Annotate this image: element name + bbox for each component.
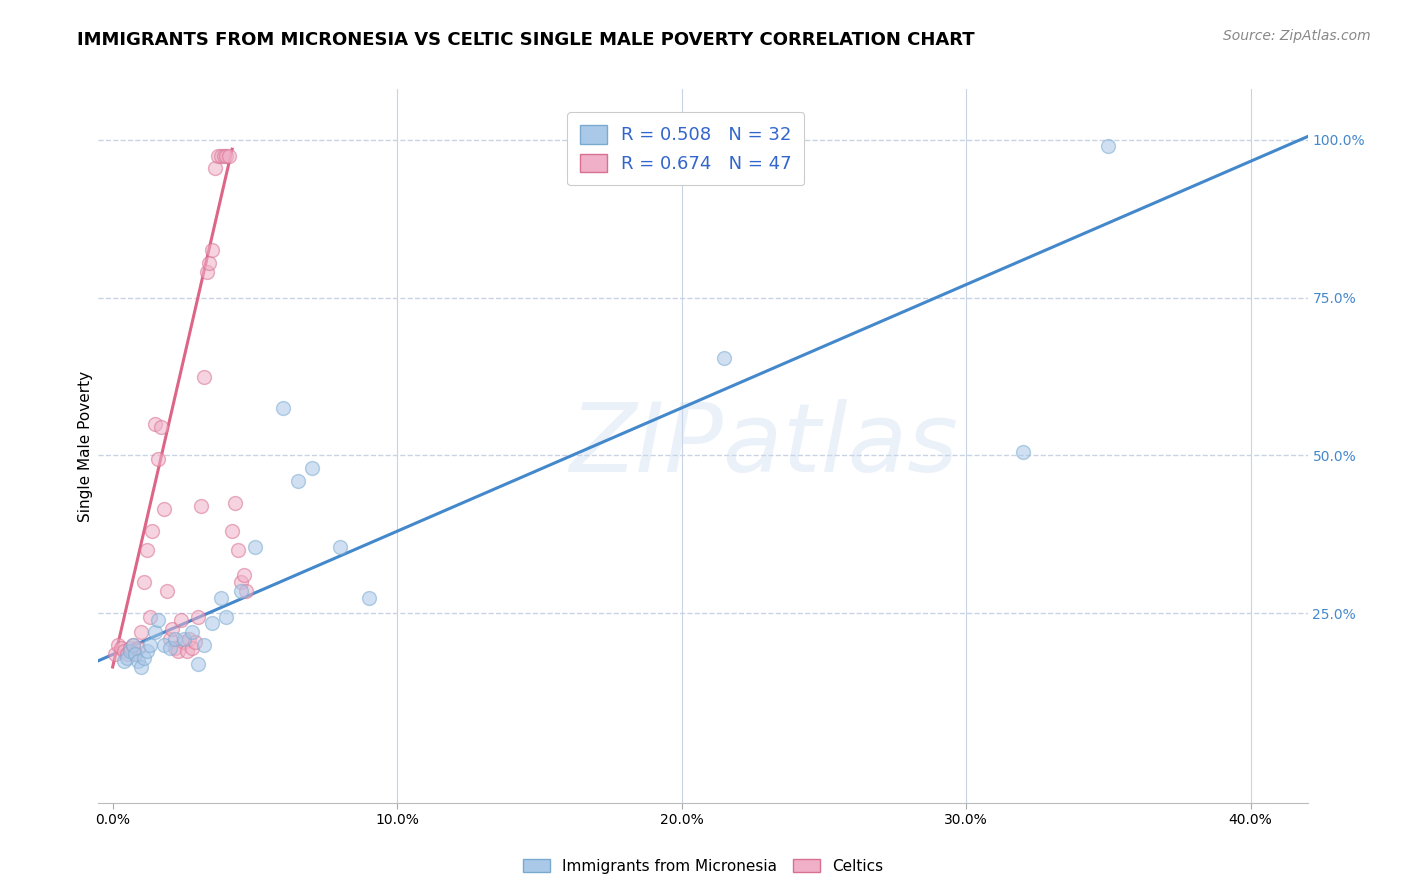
Point — [201, 244, 224, 258]
Point — [193, 369, 215, 384]
Point — [187, 609, 209, 624]
Point — [212, 148, 235, 162]
Point — [118, 644, 141, 658]
Point — [179, 632, 201, 646]
Point — [146, 613, 169, 627]
Point — [127, 641, 149, 656]
Point — [159, 641, 181, 656]
Point — [193, 638, 215, 652]
Point — [112, 654, 135, 668]
Point — [135, 644, 157, 658]
Point — [209, 591, 232, 605]
Point — [301, 461, 323, 475]
Point — [243, 540, 266, 554]
Point — [190, 499, 212, 513]
Point — [138, 638, 160, 652]
Point — [124, 648, 146, 662]
Point — [229, 584, 252, 599]
Point — [110, 641, 132, 656]
Point — [181, 641, 204, 656]
Point — [121, 638, 143, 652]
Point — [146, 451, 169, 466]
Point — [143, 625, 166, 640]
Point — [1097, 139, 1119, 153]
Legend: Immigrants from Micronesia, Celtics: Immigrants from Micronesia, Celtics — [516, 853, 890, 880]
Point — [218, 148, 240, 162]
Point — [104, 648, 127, 662]
Point — [132, 650, 155, 665]
Point — [141, 524, 163, 539]
Point — [143, 417, 166, 431]
Point — [173, 634, 195, 648]
Point — [209, 148, 232, 162]
Point — [181, 625, 204, 640]
Y-axis label: Single Male Poverty: Single Male Poverty — [77, 370, 93, 522]
Point — [127, 654, 149, 668]
Point — [1012, 445, 1035, 459]
Point — [173, 632, 195, 646]
Point — [135, 543, 157, 558]
Point — [201, 615, 224, 630]
Point — [204, 161, 226, 175]
Point — [357, 591, 380, 605]
Point — [287, 474, 309, 488]
Point — [153, 638, 176, 652]
Point — [273, 401, 295, 416]
Point — [165, 641, 187, 656]
Point — [207, 148, 229, 162]
Point — [115, 648, 138, 662]
Point — [156, 584, 179, 599]
Point — [107, 638, 129, 652]
Point — [118, 641, 141, 656]
Point — [167, 644, 190, 658]
Point — [112, 644, 135, 658]
Legend: R = 0.508   N = 32, R = 0.674   N = 47: R = 0.508 N = 32, R = 0.674 N = 47 — [567, 112, 804, 186]
Point — [138, 609, 160, 624]
Point — [170, 613, 193, 627]
Point — [153, 502, 176, 516]
Point — [150, 420, 173, 434]
Point — [165, 632, 187, 646]
Point — [235, 584, 257, 599]
Point — [215, 609, 238, 624]
Point — [232, 568, 254, 582]
Text: ZIPatlas: ZIPatlas — [569, 400, 957, 492]
Point — [129, 625, 152, 640]
Point — [226, 543, 249, 558]
Point — [229, 574, 252, 589]
Point — [115, 650, 138, 665]
Point — [159, 632, 181, 646]
Point — [121, 638, 143, 652]
Point — [329, 540, 352, 554]
Point — [198, 256, 221, 270]
Point — [124, 648, 146, 662]
Point — [176, 644, 198, 658]
Point — [187, 657, 209, 671]
Point — [221, 524, 243, 539]
Point — [129, 660, 152, 674]
Point — [132, 574, 155, 589]
Point — [713, 351, 735, 365]
Text: Source: ZipAtlas.com: Source: ZipAtlas.com — [1223, 29, 1371, 43]
Point — [162, 622, 184, 636]
Point — [224, 496, 246, 510]
Text: IMMIGRANTS FROM MICRONESIA VS CELTIC SINGLE MALE POVERTY CORRELATION CHART: IMMIGRANTS FROM MICRONESIA VS CELTIC SIN… — [77, 31, 974, 49]
Point — [184, 634, 207, 648]
Point — [195, 265, 218, 279]
Point — [215, 148, 238, 162]
